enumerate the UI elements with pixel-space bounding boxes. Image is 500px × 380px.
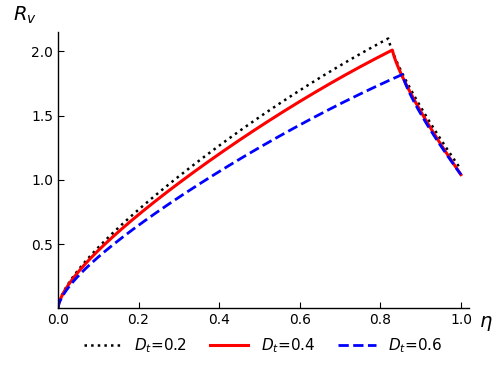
$D_t=0.6$ (348, 96, 354, 101)
$D_t=0.2$ (346, 58, 352, 63)
$D_t=0.4$ (214, 153, 220, 157)
$D_t=0.4$ (186, 173, 192, 178)
$D_t=0.6$ (214, 170, 220, 175)
$D_t=0.2$ (348, 57, 354, 62)
$D_t=0.6$ (400, 72, 406, 77)
$D_t=0.2$ (458, 167, 464, 172)
$D_t=0.6$ (186, 188, 192, 193)
$D_t=0.4$ (346, 71, 352, 75)
Y-axis label: $R_v$: $R_v$ (13, 5, 37, 27)
$D_t=0.2$ (214, 145, 220, 149)
$D_t=0.2$ (308, 81, 314, 85)
$D_t=0.2$ (186, 166, 192, 171)
$D_t=0.4$ (104, 241, 110, 245)
$D_t=0.4$ (348, 70, 354, 74)
$D_t=0.4$ (308, 92, 314, 97)
$D_t=0.4$ (55, 306, 61, 310)
Legend: $D_t$=0.2, $D_t$=0.4, $D_t$=0.6: $D_t$=0.2, $D_t$=0.4, $D_t$=0.6 (78, 331, 449, 361)
$D_t=0.4$ (458, 173, 464, 177)
Line: $D_t=0.4$: $D_t=0.4$ (58, 50, 461, 308)
X-axis label: $\eta$: $\eta$ (478, 314, 492, 333)
$D_t=0.2$ (385, 36, 391, 41)
$D_t=0.4$ (389, 48, 395, 52)
Line: $D_t=0.2$: $D_t=0.2$ (58, 38, 461, 308)
$D_t=0.6$ (55, 306, 61, 310)
$D_t=0.6$ (458, 173, 464, 177)
$D_t=0.6$ (104, 248, 110, 252)
$D_t=0.6$ (308, 116, 314, 121)
Line: $D_t=0.6$: $D_t=0.6$ (58, 74, 461, 308)
$D_t=0.2$ (55, 306, 61, 310)
$D_t=0.2$ (104, 237, 110, 242)
$D_t=0.6$ (346, 97, 352, 102)
